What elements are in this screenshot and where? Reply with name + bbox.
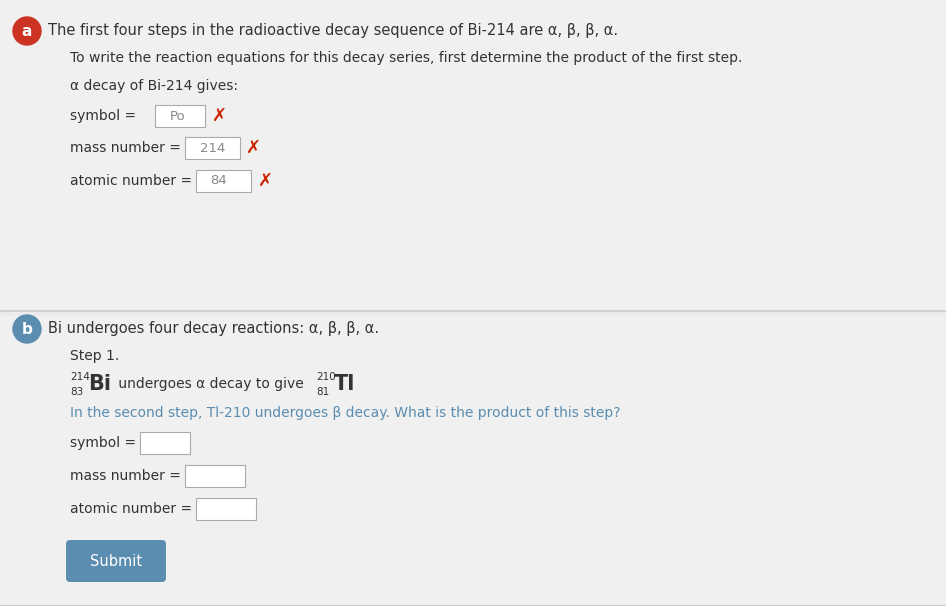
Text: a: a bbox=[22, 24, 32, 39]
FancyBboxPatch shape bbox=[66, 540, 166, 582]
Text: ✗: ✗ bbox=[212, 107, 227, 125]
Text: Tl: Tl bbox=[334, 374, 356, 394]
Text: 210: 210 bbox=[316, 372, 336, 382]
Text: b: b bbox=[22, 322, 32, 338]
Text: α decay of Bi-214 gives:: α decay of Bi-214 gives: bbox=[70, 79, 238, 93]
Text: ✗: ✗ bbox=[258, 172, 273, 190]
Text: mass number =: mass number = bbox=[70, 141, 185, 155]
Text: 214: 214 bbox=[70, 372, 90, 382]
Text: Bi undergoes four decay reactions: α, β, β, α.: Bi undergoes four decay reactions: α, β,… bbox=[48, 322, 379, 336]
Text: The first four steps in the radioactive decay sequence of Bi-214 are α, β, β, α.: The first four steps in the radioactive … bbox=[48, 24, 618, 39]
Text: atomic number =: atomic number = bbox=[70, 174, 197, 188]
Text: 83: 83 bbox=[70, 387, 83, 397]
Text: 81: 81 bbox=[316, 387, 329, 397]
Text: symbol =: symbol = bbox=[70, 436, 141, 450]
Text: Step 1.: Step 1. bbox=[70, 349, 119, 363]
FancyBboxPatch shape bbox=[196, 498, 256, 520]
Text: atomic number =: atomic number = bbox=[70, 502, 197, 516]
Circle shape bbox=[13, 315, 41, 343]
Text: To write the reaction equations for this decay series, first determine the produ: To write the reaction equations for this… bbox=[70, 51, 743, 65]
Text: Bi: Bi bbox=[88, 374, 111, 394]
FancyBboxPatch shape bbox=[140, 432, 190, 454]
Text: 214: 214 bbox=[200, 141, 225, 155]
FancyBboxPatch shape bbox=[185, 137, 240, 159]
Text: ✗: ✗ bbox=[246, 139, 261, 157]
Text: mass number =: mass number = bbox=[70, 469, 185, 483]
Text: Po: Po bbox=[170, 110, 185, 122]
Text: undergoes α decay to give: undergoes α decay to give bbox=[114, 377, 308, 391]
Text: In the second step, Tl-210 undergoes β decay. What is the product of this step?: In the second step, Tl-210 undergoes β d… bbox=[70, 406, 621, 420]
FancyBboxPatch shape bbox=[196, 170, 251, 192]
FancyBboxPatch shape bbox=[185, 465, 245, 487]
Text: symbol =: symbol = bbox=[70, 109, 141, 123]
Text: 84: 84 bbox=[210, 175, 227, 187]
FancyBboxPatch shape bbox=[155, 105, 205, 127]
FancyBboxPatch shape bbox=[0, 0, 946, 311]
Circle shape bbox=[13, 17, 41, 45]
FancyBboxPatch shape bbox=[0, 316, 946, 606]
Text: Submit: Submit bbox=[90, 553, 142, 568]
